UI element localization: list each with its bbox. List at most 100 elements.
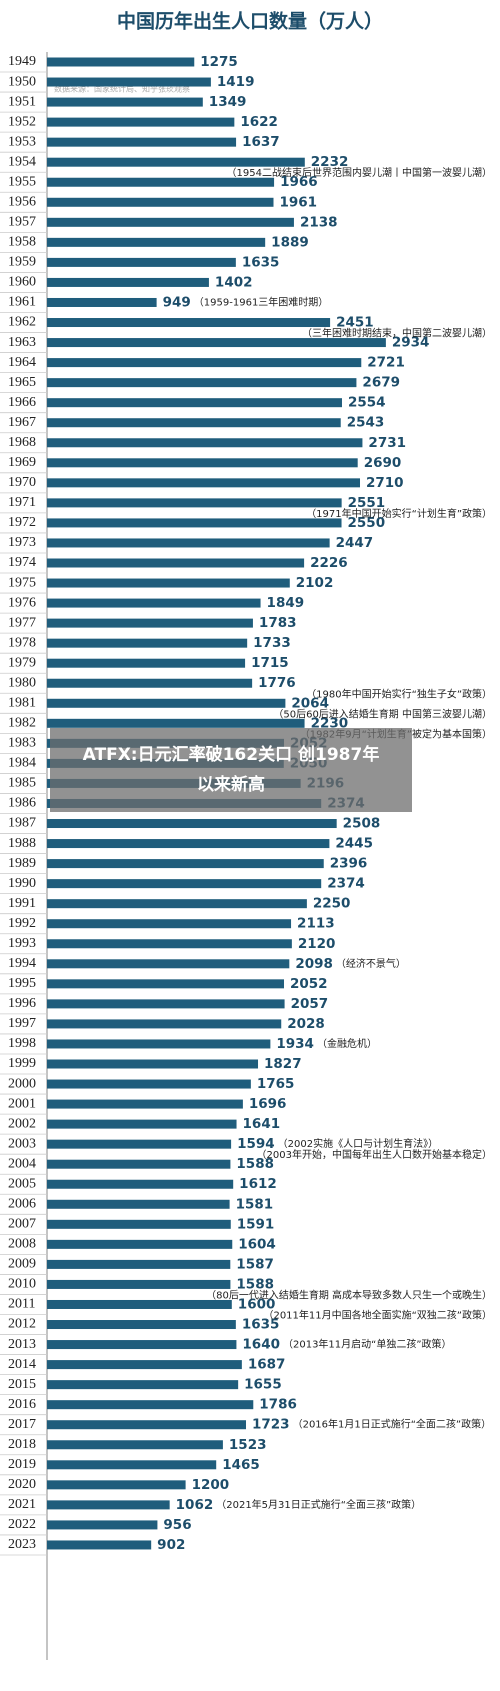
value-label: 2230 — [311, 715, 349, 731]
value-label: 1275 — [200, 54, 238, 70]
y-tick-label: 1984 — [8, 756, 36, 771]
y-tick-label: 1990 — [8, 876, 36, 891]
bar — [47, 959, 290, 969]
y-tick-label: 2002 — [8, 1116, 36, 1131]
value-label: 1612 — [239, 1176, 277, 1192]
value-label: 1523 — [229, 1437, 267, 1453]
bar — [47, 538, 330, 548]
annotation: （2021年5月31日正式施行“全面三孩”政策） — [216, 1498, 421, 1511]
y-tick-label: 1970 — [8, 475, 36, 490]
value-label: 2934 — [392, 335, 430, 351]
bar — [47, 1019, 282, 1029]
annotation: （经济不景气） — [336, 957, 406, 970]
bar — [47, 1179, 234, 1189]
bar — [47, 919, 292, 929]
bar — [47, 478, 361, 488]
value-label: 2550 — [348, 515, 386, 531]
value-label: 1349 — [209, 94, 247, 110]
y-tick-label: 1966 — [8, 395, 36, 410]
y-tick-label: 2022 — [8, 1517, 36, 1532]
y-tick-label: 1985 — [8, 776, 36, 791]
value-label: 1786 — [259, 1397, 297, 1413]
annotation: （2013年11月启动“单独二孩”政策） — [283, 1338, 452, 1351]
y-tick-label: 1976 — [8, 595, 36, 610]
y-tick-label: 2010 — [8, 1277, 36, 1292]
value-label: 2508 — [343, 816, 381, 832]
y-tick-label: 1956 — [8, 194, 36, 209]
value-label: 1200 — [192, 1477, 230, 1493]
value-label: 1465 — [222, 1457, 260, 1473]
overlay-banner — [50, 728, 412, 812]
value-label: 1696 — [249, 1096, 287, 1112]
bar — [47, 678, 253, 688]
value-label: 1635 — [242, 1317, 280, 1333]
y-tick-label: 1982 — [8, 716, 36, 731]
bar — [47, 1139, 232, 1149]
y-tick-label: 1957 — [8, 215, 36, 230]
annotation: （1954二战结束后世界范围内婴儿潮丨中国第一波婴儿潮） — [227, 166, 492, 179]
y-tick-label: 1999 — [8, 1056, 36, 1071]
bar — [47, 1480, 186, 1490]
y-tick-label: 1974 — [8, 555, 36, 570]
bar — [47, 698, 286, 708]
value-label: 1419 — [217, 74, 255, 90]
value-label: 902 — [157, 1537, 185, 1553]
y-tick-label: 2009 — [8, 1257, 36, 1272]
y-tick-label: 1972 — [8, 515, 36, 530]
y-tick-label: 2012 — [8, 1317, 36, 1332]
y-tick-label: 1992 — [8, 916, 36, 931]
value-label: 1600 — [238, 1296, 276, 1312]
value-label: 1687 — [248, 1357, 286, 1373]
y-tick-label: 2021 — [8, 1497, 36, 1512]
value-label: 2057 — [291, 996, 329, 1012]
bar — [47, 718, 305, 728]
annotation: （50后60后进入结婚生育期 中国第三波婴儿潮） — [273, 707, 492, 720]
y-tick-label: 1993 — [8, 936, 36, 951]
value-label: 1587 — [236, 1256, 274, 1272]
y-tick-label: 2015 — [8, 1377, 36, 1392]
value-label: 2721 — [367, 355, 405, 371]
bar — [47, 578, 290, 588]
y-tick-label: 2018 — [8, 1437, 36, 1452]
y-tick-label: 1968 — [8, 435, 36, 450]
annotation: （1980年中国开始实行“独生子女”政策） — [306, 687, 492, 700]
y-tick-label: 1983 — [8, 736, 36, 751]
y-tick-label: 2016 — [8, 1397, 36, 1412]
bar — [47, 297, 157, 307]
y-tick-label: 1967 — [8, 415, 36, 430]
value-label: 1961 — [279, 194, 317, 210]
value-label: 2098 — [295, 956, 333, 972]
bar — [47, 1219, 231, 1229]
value-label: 1588 — [236, 1276, 274, 1292]
value-label: 2551 — [348, 495, 386, 511]
bar — [47, 217, 294, 227]
y-tick-label: 1964 — [8, 355, 36, 370]
y-tick-label: 1979 — [8, 655, 36, 670]
bar — [47, 899, 307, 909]
bar — [47, 1199, 230, 1209]
value-label: 2064 — [291, 695, 329, 711]
value-label: 1827 — [264, 1056, 302, 1072]
value-label: 1622 — [240, 114, 278, 130]
bar — [47, 1059, 259, 1069]
y-tick-label: 1969 — [8, 455, 36, 470]
y-tick-label: 1955 — [8, 174, 36, 189]
bar — [47, 558, 305, 568]
y-tick-label: 1949 — [8, 54, 36, 69]
value-label: 2731 — [368, 435, 406, 451]
value-label: 949 — [163, 294, 191, 310]
bar — [47, 378, 357, 388]
value-label: 2690 — [364, 455, 402, 471]
y-tick-label: 2017 — [8, 1417, 36, 1432]
bar — [47, 819, 337, 829]
bar — [47, 438, 363, 448]
value-label: 2226 — [310, 555, 348, 571]
bar — [47, 197, 274, 207]
bar — [47, 1360, 242, 1370]
value-label: 2250 — [313, 896, 351, 912]
bar — [47, 97, 203, 107]
y-tick-label: 2019 — [8, 1457, 36, 1472]
value-label: 1594 — [237, 1136, 275, 1152]
value-label: 1776 — [258, 675, 296, 691]
bar — [47, 518, 342, 528]
